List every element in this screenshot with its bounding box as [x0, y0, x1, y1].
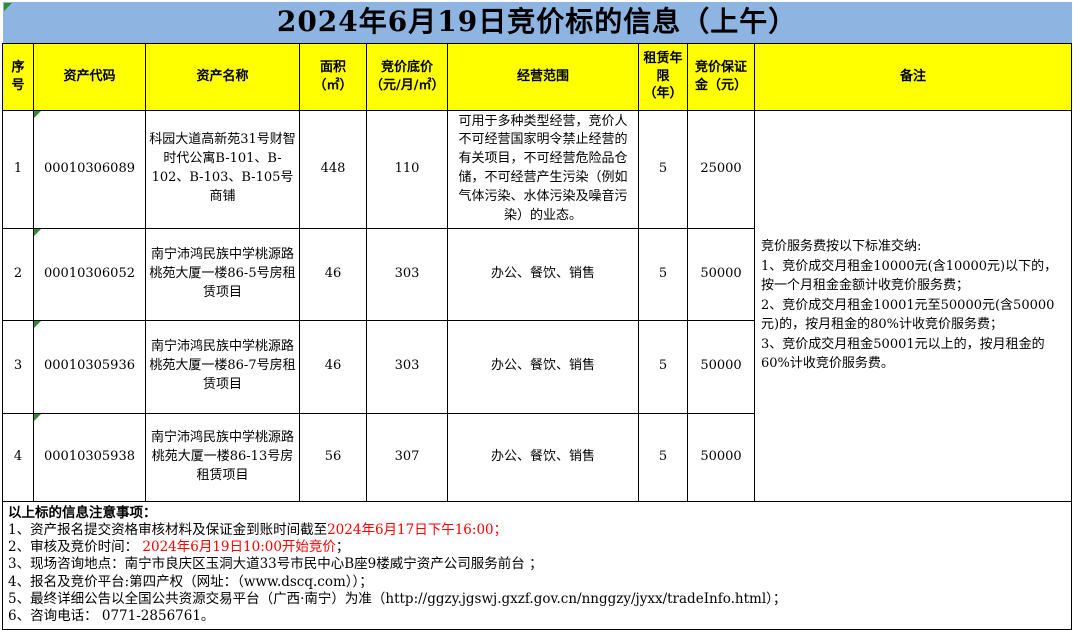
page-title: 2024年6月19日竞价标的信息（上午）: [276, 5, 798, 38]
deposit-cell[interactable]: 50000: [687, 412, 755, 502]
lease-term-cell[interactable]: 5: [638, 319, 688, 414]
asset-code-value: 00010305936: [44, 358, 135, 374]
serial-cell[interactable]: 2: [2, 227, 34, 321]
table-row: 1 00010306089 科园大道高新苑31号财智时代公寓B-101、B-10…: [2, 109, 1073, 502]
notes-row: 以上标的信息注意事项： 1、资产报名提交资格审核材料及保证金到账时间截至2024…: [1, 500, 1073, 630]
note-text: 3、现场咨询地点：南宁市良庆区玉洞大道33号市民中心B座9楼威宁资产公司服务前台…: [8, 556, 543, 573]
note-text: 2、审核及竞价时间：: [8, 539, 143, 556]
note-item-2: 2、审核及竞价时间： 2024年6月19日10:00开始竞价；: [8, 539, 1066, 556]
table-row: 2 00010306052 南宁沛鸿民族中学桃源路桃苑大厦一楼86-5号房租赁项…: [2, 227, 1072, 321]
note-text: 4、报名及竞价平台:第四产权（网址：（www.dscq.com））；: [8, 573, 373, 590]
lease-term-cell[interactable]: 5: [638, 227, 688, 321]
business-scope-cell[interactable]: 可用于多种类型经营，竞价人不可经营国家明令禁止经营的有关项目，不可经营危险品仓储…: [447, 109, 639, 229]
note-item-4: 4、报名及竞价平台:第四产权（网址：（www.dscq.com））；: [8, 574, 1066, 591]
notes-heading: 以上标的信息注意事项：: [8, 504, 157, 521]
asset-code-cell[interactable]: 00010305938: [33, 412, 146, 502]
asset-code-value: 00010305938: [44, 448, 135, 464]
asset-code-value: 00010306089: [44, 160, 135, 176]
asset-code-value: 00010306052: [44, 265, 135, 281]
area-cell[interactable]: 56: [299, 412, 367, 502]
area-cell[interactable]: 46: [299, 319, 367, 414]
cell-error-indicator-icon: [34, 414, 41, 421]
note-item-3: 3、现场咨询地点：南宁市良庆区玉洞大道33号市民中心B座9楼威宁资产公司服务前台…: [8, 556, 1066, 573]
note-start-time-highlight: 2024年6月19日10:00开始竞价: [142, 539, 336, 556]
cell-error-indicator-icon: [3, 3, 12, 11]
note-text: 6、咨询电话： 0771-2856761。: [8, 608, 215, 625]
base-price-cell[interactable]: 303: [366, 227, 448, 321]
deposit-cell[interactable]: 50000: [687, 227, 755, 321]
table-row: 3 00010305936 南宁沛鸿民族中学桃源路桃苑大厦一楼86-7号房租赁项…: [2, 319, 1072, 414]
serial-cell[interactable]: 4: [2, 412, 34, 502]
note-item-1: 1、资产报名提交资格审核材料及保证金到账时间截至2024年6月17日下午16:0…: [8, 522, 1066, 539]
column-header-row: 序号 资产代码 资产名称 面积 （㎡） 竞价底价 （元/月/㎡） 经营范围 租赁…: [2, 42, 1073, 111]
col-header-asset-name[interactable]: 资产名称: [145, 42, 300, 111]
col-header-serial[interactable]: 序号: [2, 42, 34, 111]
note-text: 5、最终详细公告以全国公共资源交易平台（广西·南宁）为准（http://ggzy…: [8, 590, 787, 607]
cell-error-indicator-icon: [34, 229, 41, 236]
cell-error-indicator-icon: [34, 111, 41, 118]
business-scope-cell[interactable]: 办公、餐饮、销售: [447, 319, 639, 414]
remarks-cell[interactable]: 竞价服务费按以下标准交纳: 1、竞价成交月租金10000元(含10000元)以下…: [753, 109, 1073, 502]
lease-term-cell[interactable]: 5: [638, 412, 688, 502]
asset-name-cell[interactable]: 南宁沛鸿民族中学桃源路桃苑大厦一楼86-7号房租赁项目: [145, 319, 300, 414]
base-price-cell[interactable]: 307: [366, 412, 448, 502]
asset-name-cell[interactable]: 科园大道高新苑31号财智时代公寓B-101、B-102、B-103、B-105号…: [145, 109, 300, 229]
base-price-cell[interactable]: 110: [366, 109, 448, 229]
deposit-cell[interactable]: 25000: [687, 109, 755, 229]
cell-error-indicator-icon: [34, 321, 41, 328]
col-header-business-scope[interactable]: 经营范围: [447, 42, 639, 111]
base-price-cell[interactable]: 303: [366, 319, 448, 414]
col-header-base-price[interactable]: 竞价底价 （元/月/㎡）: [366, 42, 448, 111]
col-header-deposit[interactable]: 竞价保证 金（元）: [687, 42, 755, 111]
note-text: ；: [335, 539, 350, 556]
notes-cell[interactable]: 以上标的信息注意事项： 1、资产报名提交资格审核材料及保证金到账时间截至2024…: [1, 500, 1073, 630]
deposit-cell[interactable]: 50000: [687, 319, 755, 414]
note-item-6: 6、咨询电话： 0771-2856761。: [8, 608, 1066, 625]
asset-name-cell[interactable]: 南宁沛鸿民族中学桃源路桃苑大厦一楼86-13号房租赁项目: [145, 412, 300, 502]
sheet-title-cell[interactable]: 2024年6月19日竞价标的信息（上午）: [2, 2, 1072, 44]
col-header-asset-code[interactable]: 资产代码: [33, 42, 146, 111]
table-row: 4 00010305938 南宁沛鸿民族中学桃源路桃苑大厦一楼86-13号房租赁…: [2, 412, 1072, 502]
business-scope-cell[interactable]: 办公、餐饮、销售: [447, 227, 639, 321]
lease-term-cell[interactable]: 5: [638, 109, 688, 229]
serial-cell[interactable]: 3: [2, 319, 34, 414]
col-header-area[interactable]: 面积 （㎡）: [299, 42, 367, 111]
asset-code-cell[interactable]: 00010306052: [33, 227, 146, 321]
asset-name-cell[interactable]: 南宁沛鸿民族中学桃源路桃苑大厦一楼86-5号房租赁项目: [145, 227, 300, 321]
area-cell[interactable]: 46: [299, 227, 367, 321]
note-deadline-highlight: 2024年6月17日下午16:00；: [327, 521, 508, 538]
note-text: 1、资产报名提交资格审核材料及保证金到账时间截至: [8, 521, 328, 538]
area-cell[interactable]: 448: [299, 109, 367, 229]
asset-code-cell[interactable]: 00010305936: [33, 319, 146, 414]
asset-code-cell[interactable]: 00010306089: [33, 109, 146, 229]
title-row: 2024年6月19日竞价标的信息（上午）: [2, 2, 1072, 44]
col-header-remarks[interactable]: 备注: [753, 42, 1073, 111]
serial-cell[interactable]: 1: [2, 109, 34, 229]
col-header-lease-term[interactable]: 租赁年 限 （年）: [638, 42, 688, 111]
business-scope-cell[interactable]: 办公、餐饮、销售: [447, 412, 639, 502]
